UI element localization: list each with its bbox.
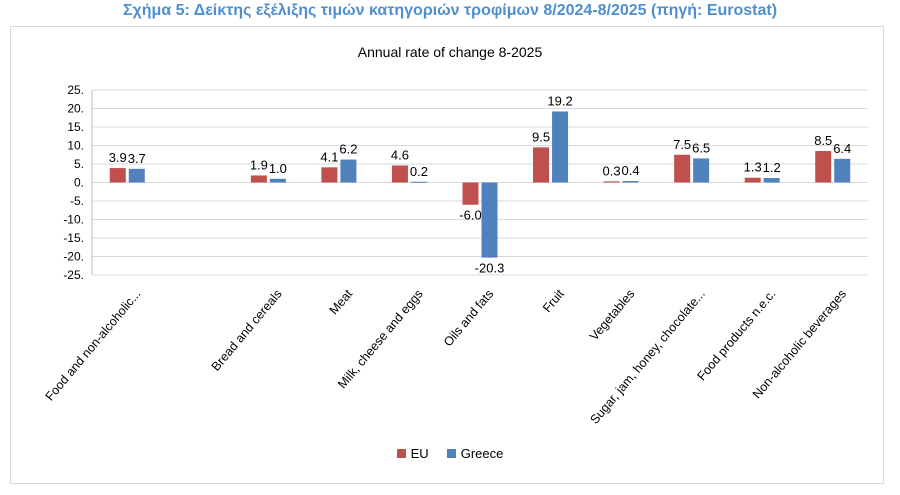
y-tick-label: -25. — [63, 268, 84, 282]
legend-label-eu: EU — [410, 446, 429, 461]
data-label: 0.4 — [622, 163, 640, 178]
bar-eu — [815, 151, 832, 183]
bar-greece — [834, 158, 851, 183]
bar-greece — [410, 181, 427, 183]
x-category-label: Food products n.e.c. — [695, 287, 779, 383]
x-category-label: Meat — [327, 287, 356, 318]
legend-swatch-greece — [446, 449, 456, 458]
bar-eu — [250, 175, 267, 183]
legend-swatch-eu — [396, 449, 406, 458]
data-label: 3.9 — [109, 150, 127, 165]
x-category-label: Oils and fats — [441, 287, 496, 349]
bar-greece — [693, 158, 710, 183]
data-label: 0.2 — [410, 164, 428, 179]
data-label: 1.3 — [744, 160, 762, 175]
data-label: -20.3 — [475, 261, 505, 276]
bar-eu — [603, 181, 620, 183]
x-category-label: Vegetables — [587, 287, 637, 343]
bar-eu — [391, 165, 408, 183]
y-tick-label: 15. — [67, 120, 84, 134]
bar-greece — [340, 159, 357, 183]
data-label: 19.2 — [547, 93, 572, 108]
bar-eu — [533, 147, 550, 183]
figure-title: Σχήμα 5: Δείκτης εξέλιξης τιμών κατηγορι… — [122, 2, 778, 19]
y-tick-label: 0. — [74, 176, 84, 190]
bar-eu — [744, 177, 761, 183]
x-category-label: Fruit — [540, 287, 567, 316]
data-label: 9.5 — [532, 129, 550, 144]
data-label: 4.1 — [320, 149, 338, 164]
bar-greece — [269, 178, 286, 183]
data-label: 6.4 — [833, 141, 851, 156]
legend-item-greece: Greece — [446, 446, 504, 461]
y-tick-label: 20. — [67, 102, 84, 116]
data-label: 6.2 — [339, 142, 357, 157]
data-label: 3.7 — [128, 151, 146, 166]
legend-label-greece: Greece — [460, 446, 504, 461]
data-label: 1.2 — [763, 160, 781, 175]
y-tick-label: -10. — [63, 213, 84, 227]
x-category-label: Bread and cereals — [209, 287, 285, 374]
y-tick-label: 5. — [74, 157, 84, 171]
y-tick-label: 25. — [67, 83, 84, 97]
bar-greece — [552, 111, 569, 183]
x-category-label: Food and non-alcoholic... — [43, 287, 144, 404]
y-tick-label: 10. — [67, 139, 84, 153]
bar-eu — [462, 182, 479, 205]
x-category-label: Sugar, jam, honey, chocolate... — [587, 287, 707, 427]
data-label: 4.6 — [391, 147, 409, 162]
data-label: 6.5 — [692, 140, 710, 155]
bar-greece — [622, 181, 639, 183]
legend: EU Greece — [0, 446, 900, 461]
bar-eu — [321, 167, 338, 183]
data-label: 0.3 — [603, 163, 621, 178]
data-label: 7.5 — [673, 137, 691, 152]
bar-greece — [763, 178, 780, 183]
bar-eu — [674, 154, 691, 183]
legend-item-eu: EU — [396, 446, 429, 461]
data-label: -6.0 — [459, 208, 481, 223]
data-label: 1.9 — [250, 157, 268, 172]
bar-greece — [481, 182, 498, 258]
chart-frame — [10, 26, 884, 484]
bar-greece — [128, 168, 145, 183]
y-tick-label: -20. — [63, 250, 84, 264]
data-label: 1.0 — [269, 161, 287, 176]
bar-eu — [109, 168, 126, 183]
y-tick-label: -15. — [63, 231, 84, 245]
y-tick-label: -5. — [70, 194, 84, 208]
data-label: 8.5 — [814, 133, 832, 148]
chart-title: Annual rate of change 8-2025 — [358, 44, 543, 60]
